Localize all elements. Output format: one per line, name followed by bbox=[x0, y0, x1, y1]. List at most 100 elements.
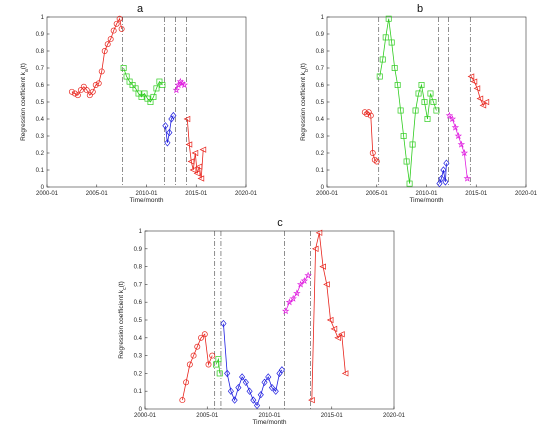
y-axis-label: Regression coefficient ka(t) bbox=[20, 63, 30, 141]
data-point bbox=[482, 98, 490, 106]
y-axis-label-suffix: (t) bbox=[300, 63, 307, 69]
data-point bbox=[304, 271, 312, 279]
y-tick-label: 1 bbox=[321, 15, 325, 21]
panel-label: b bbox=[417, 3, 423, 15]
data-point bbox=[138, 93, 145, 100]
y-tick-label: 0.9 bbox=[36, 32, 45, 38]
data-point bbox=[227, 387, 234, 395]
data-point bbox=[371, 156, 378, 163]
data-point bbox=[170, 111, 177, 120]
panel-label: c bbox=[277, 217, 283, 229]
data-point bbox=[162, 122, 169, 130]
y-tick-label: 0 bbox=[41, 185, 45, 191]
data-point bbox=[235, 383, 242, 392]
y-tick-label: 0.3 bbox=[316, 134, 325, 140]
y-tick-label: 0.1 bbox=[36, 168, 45, 174]
data-point bbox=[473, 85, 481, 92]
data-point bbox=[246, 387, 253, 395]
plot-frame bbox=[144, 230, 395, 410]
y-tick-label: 1 bbox=[139, 229, 143, 235]
x-tick-label: 2005-01 bbox=[86, 191, 109, 197]
series-1 bbox=[361, 109, 380, 165]
data-point bbox=[379, 56, 386, 63]
series-2 bbox=[376, 15, 440, 187]
chart-panel-c: c 2000-01 2005-01 2010-01 2015-01 2020-01 0 0.1… bbox=[118, 217, 406, 426]
series-3 bbox=[220, 319, 286, 410]
data-point bbox=[77, 87, 84, 94]
data-point bbox=[281, 307, 290, 315]
data-point bbox=[190, 352, 197, 359]
y-axis-label-subscript: c bbox=[122, 287, 128, 290]
series-5 bbox=[467, 73, 490, 109]
data-point bbox=[451, 123, 460, 131]
data-point bbox=[454, 132, 463, 140]
y-axis-label: Regression coefficient kc(t) bbox=[118, 281, 128, 359]
series-4 bbox=[172, 77, 189, 94]
data-point bbox=[457, 140, 466, 148]
data-point bbox=[460, 149, 469, 157]
y-tick-label: 0.8 bbox=[316, 49, 325, 55]
data-point bbox=[209, 352, 216, 359]
y-tick-label: 0.2 bbox=[316, 151, 325, 157]
data-point bbox=[253, 401, 261, 410]
data-point bbox=[308, 396, 315, 404]
data-point bbox=[198, 334, 204, 341]
data-point bbox=[445, 111, 454, 119]
data-point bbox=[330, 325, 338, 333]
data-point bbox=[476, 95, 484, 102]
data-point bbox=[71, 90, 78, 97]
data-point bbox=[186, 361, 193, 368]
data-point bbox=[101, 48, 108, 54]
data-point bbox=[418, 82, 425, 88]
data-point bbox=[216, 370, 223, 377]
data-point bbox=[174, 81, 183, 89]
data-point bbox=[166, 128, 173, 137]
series-line bbox=[439, 163, 447, 184]
y-tick-label: 0.4 bbox=[316, 117, 325, 123]
series-line bbox=[181, 333, 213, 401]
data-point bbox=[268, 383, 276, 392]
x-tick-label: 2005-01 bbox=[366, 191, 389, 197]
data-point bbox=[369, 150, 376, 156]
data-point bbox=[205, 361, 212, 368]
y-axis-label-subscript: a bbox=[24, 69, 30, 72]
data-point bbox=[180, 81, 189, 89]
y-tick-label: 0.8 bbox=[36, 49, 45, 55]
series-line bbox=[215, 357, 221, 374]
data-point bbox=[400, 133, 407, 139]
data-point bbox=[80, 83, 87, 90]
x-tick-label: 2010-01 bbox=[258, 413, 281, 419]
data-point bbox=[470, 78, 478, 85]
data-point bbox=[394, 82, 401, 88]
data-point bbox=[189, 166, 197, 174]
series-2 bbox=[120, 65, 166, 105]
series-2 bbox=[213, 356, 223, 377]
y-tick-label: 0.9 bbox=[316, 32, 325, 38]
data-point bbox=[156, 78, 163, 85]
data-point bbox=[191, 149, 199, 157]
y-tick-label: 0.1 bbox=[134, 389, 143, 395]
data-point bbox=[224, 369, 231, 378]
plot-frame bbox=[46, 16, 247, 188]
y-tick-label: 0.5 bbox=[316, 100, 325, 106]
data-point bbox=[195, 163, 203, 170]
data-point bbox=[361, 109, 368, 116]
data-point bbox=[150, 93, 157, 100]
data-point bbox=[68, 88, 75, 95]
series-3 bbox=[436, 159, 450, 188]
y-axis-label-subscript: b bbox=[304, 69, 310, 72]
x-tick-label: 2005-01 bbox=[196, 413, 219, 419]
data-point bbox=[231, 396, 238, 404]
data-point bbox=[397, 107, 404, 114]
data-point bbox=[261, 378, 268, 386]
y-tick-label: 0.7 bbox=[316, 66, 325, 72]
x-axis-label: Time/month bbox=[252, 419, 286, 426]
data-point bbox=[199, 146, 207, 153]
data-point bbox=[334, 334, 341, 341]
x-tick-label: 2010-01 bbox=[415, 191, 438, 197]
data-point bbox=[194, 343, 201, 350]
data-point bbox=[183, 115, 191, 123]
series-5 bbox=[308, 229, 349, 404]
data-point bbox=[92, 82, 99, 88]
data-point bbox=[220, 319, 227, 328]
